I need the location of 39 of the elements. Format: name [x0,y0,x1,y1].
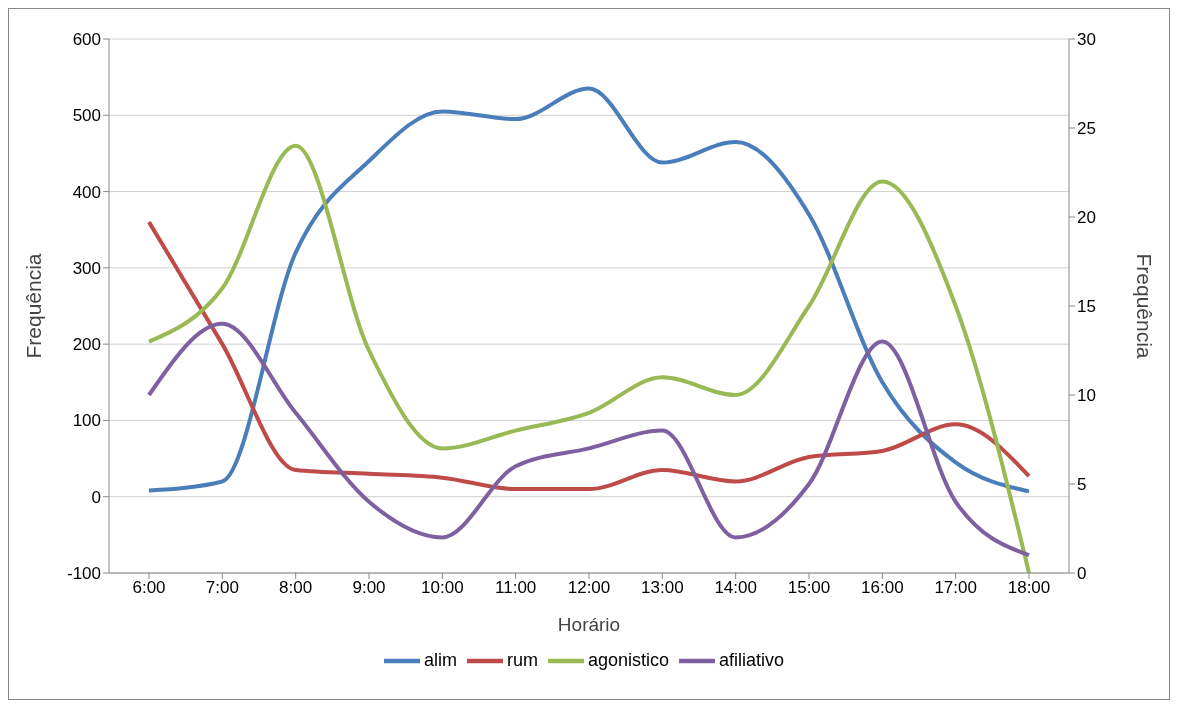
y2-tick-label: 25 [1077,119,1096,139]
x-tick-label: 15:00 [787,578,831,598]
y2-tick-label: 20 [1077,208,1096,228]
x-tick-label: 12:00 [567,578,611,598]
line-series [147,143,1031,573]
legend-label: agonistico [587,649,670,670]
x-axis-title: Horário [557,614,621,635]
y-tick-label: 300 [72,258,101,278]
line-series [147,321,1031,558]
line-series [147,220,1031,492]
x-tick-label: 6:00 [132,578,166,598]
x-tick-label: 7:00 [205,578,239,598]
y2-tick-label: 0 [1077,564,1087,584]
y-tick-label: 500 [72,106,101,126]
y2-axis-title: Frequência [1132,253,1156,359]
x-tick-label: 13:00 [641,578,684,598]
line-series [147,86,1031,494]
y-tick-label: 600 [72,30,101,50]
x-tick-label: 8:00 [279,578,313,598]
x-tick-label: 18:00 [1007,578,1051,598]
x-tick-label: 11:00 [495,578,537,598]
y-tick-label: 100 [72,411,101,431]
y2-tick-label: 5 [1077,475,1087,495]
y-tick-label: 400 [72,182,101,202]
y2-tick-label: 10 [1077,386,1096,406]
y-axis-title: Frequência [22,253,46,359]
x-tick-label: 9:00 [352,578,386,598]
x-tick-label: 10:00 [421,578,464,598]
y-tick-label: 200 [72,335,101,355]
x-tick-label: 16:00 [861,578,904,598]
x-tick-label: 14:00 [714,578,757,598]
y2-tick-label: 30 [1077,30,1096,50]
legend-label: rum [506,649,538,670]
y2-tick-label: 15 [1077,297,1096,317]
y-tick-label: 0 [91,487,101,507]
x-tick-label: 17:00 [934,578,977,598]
y-tick-label: -100 [66,564,101,584]
legend-label: afiliativo [719,649,785,670]
legend-label: alim [423,649,457,670]
